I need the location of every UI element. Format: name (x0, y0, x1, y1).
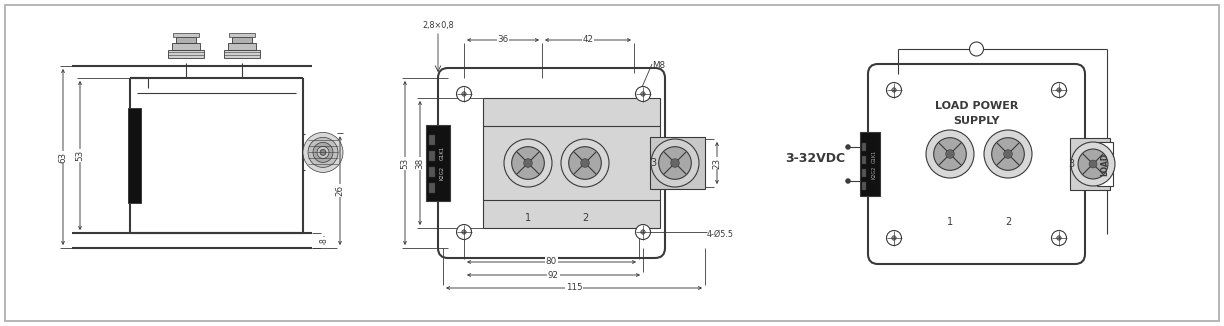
Text: 80: 80 (546, 258, 557, 266)
Bar (233, 37, 252, 43)
Bar (428, 135, 435, 145)
Circle shape (1078, 149, 1108, 179)
Bar (426, 125, 450, 201)
Circle shape (969, 42, 984, 56)
Text: 115: 115 (565, 284, 583, 292)
FancyBboxPatch shape (438, 68, 665, 258)
Text: 2: 2 (581, 213, 588, 223)
Bar (860, 132, 880, 196)
Bar (173, 43, 200, 50)
Circle shape (304, 132, 343, 172)
Bar (428, 167, 435, 177)
Text: LOAD: LOAD (1100, 153, 1109, 176)
Circle shape (671, 159, 679, 167)
Bar (1070, 138, 1110, 190)
Circle shape (886, 230, 902, 245)
Bar (129, 108, 141, 203)
Circle shape (892, 88, 896, 92)
Text: LOAD POWER: LOAD POWER (935, 101, 1018, 111)
Circle shape (569, 147, 601, 179)
Circle shape (1056, 88, 1061, 92)
Circle shape (461, 92, 466, 96)
Text: G1K1: G1K1 (871, 149, 876, 163)
Bar (1097, 142, 1113, 186)
Bar (483, 98, 660, 228)
Text: 36: 36 (497, 36, 508, 45)
Bar (229, 33, 255, 37)
Circle shape (651, 139, 699, 187)
Circle shape (580, 159, 589, 167)
Circle shape (934, 138, 966, 170)
Circle shape (946, 150, 955, 158)
Circle shape (1071, 142, 1115, 186)
Text: 4-Ø5.5: 4-Ø5.5 (707, 230, 734, 239)
Text: SUPPLY: SUPPLY (953, 116, 1000, 126)
Circle shape (313, 142, 333, 162)
Circle shape (512, 147, 545, 179)
Bar (428, 183, 435, 193)
Circle shape (461, 230, 466, 234)
Circle shape (457, 86, 471, 101)
Circle shape (457, 225, 471, 240)
Bar (862, 143, 867, 151)
Bar (862, 169, 867, 177)
Text: 2,8×0,8: 2,8×0,8 (422, 21, 454, 30)
Circle shape (308, 137, 338, 167)
Bar (224, 50, 259, 58)
FancyBboxPatch shape (868, 64, 1084, 264)
Text: K2G2: K2G2 (871, 165, 876, 179)
Text: 92: 92 (548, 271, 559, 279)
Bar (173, 33, 200, 37)
Circle shape (561, 139, 610, 187)
Circle shape (846, 179, 851, 184)
Circle shape (659, 147, 692, 179)
Text: 53: 53 (400, 157, 410, 169)
Circle shape (892, 236, 896, 240)
Text: K2G2: K2G2 (439, 166, 444, 180)
Text: 1: 1 (525, 213, 531, 223)
Bar (862, 182, 867, 190)
Text: 42: 42 (583, 36, 594, 45)
Circle shape (1089, 160, 1097, 168)
Circle shape (927, 130, 974, 178)
Text: 8: 8 (319, 238, 328, 243)
Circle shape (635, 225, 650, 240)
Circle shape (640, 92, 645, 96)
Text: 38: 38 (415, 157, 425, 169)
Bar (862, 156, 867, 164)
Circle shape (1051, 230, 1066, 245)
Circle shape (640, 230, 645, 234)
Text: 23: 23 (712, 157, 721, 169)
Bar (176, 37, 196, 43)
Bar (428, 151, 435, 161)
Text: 2: 2 (1005, 217, 1011, 227)
Circle shape (504, 139, 552, 187)
Circle shape (886, 82, 902, 97)
Text: 53: 53 (76, 150, 84, 161)
Bar (650, 137, 705, 189)
Circle shape (524, 159, 532, 167)
Circle shape (1004, 150, 1012, 158)
Text: G1K1: G1K1 (439, 146, 444, 160)
Text: M8: M8 (652, 62, 665, 70)
Bar (168, 50, 204, 58)
Circle shape (319, 149, 326, 156)
Circle shape (1051, 82, 1066, 97)
Circle shape (984, 130, 1032, 178)
Bar (228, 43, 256, 50)
Text: 63: 63 (59, 152, 67, 163)
Circle shape (635, 86, 650, 101)
Circle shape (991, 138, 1024, 170)
Text: 3: 3 (1067, 159, 1075, 169)
Circle shape (317, 146, 329, 158)
Text: 1: 1 (947, 217, 953, 227)
Text: 3-32VDC: 3-32VDC (785, 153, 845, 166)
Text: 3: 3 (650, 158, 656, 168)
Circle shape (846, 144, 851, 150)
Circle shape (1056, 236, 1061, 240)
Text: 26: 26 (335, 185, 344, 196)
